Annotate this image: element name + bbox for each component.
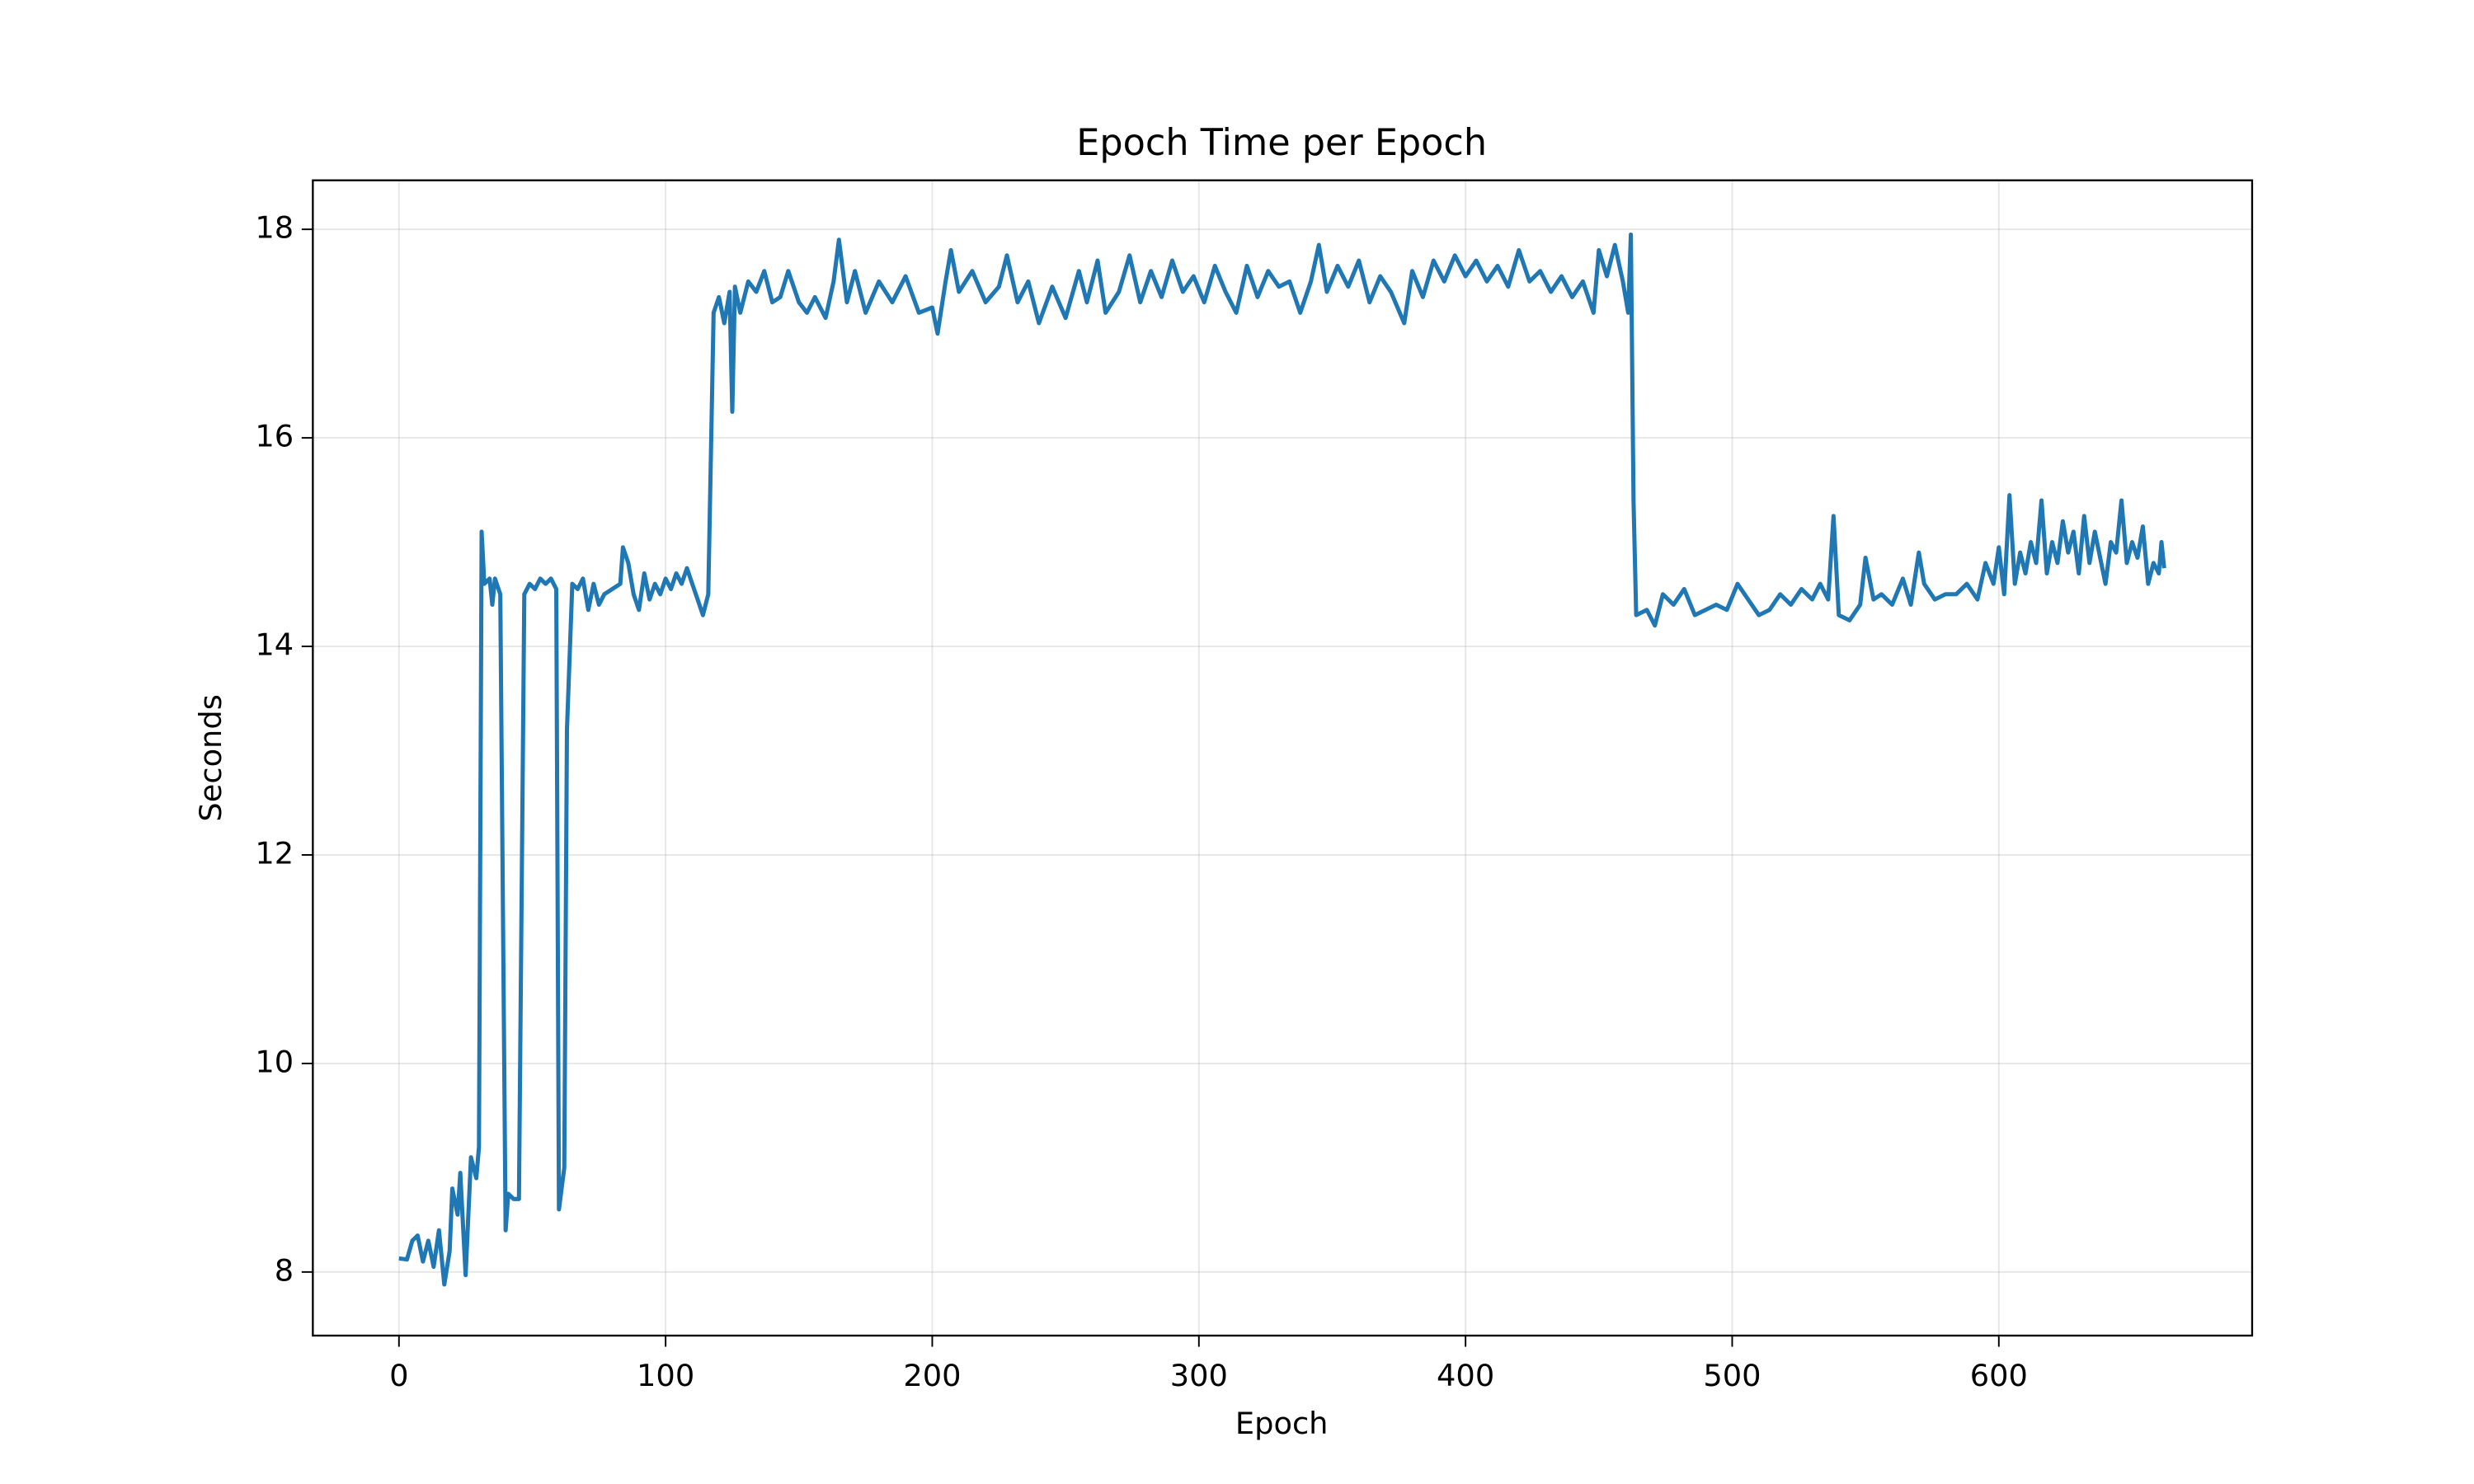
x-tick-label: 0 — [389, 1358, 408, 1393]
x-tick-label: 500 — [1703, 1358, 1761, 1393]
x-tick-label: 100 — [637, 1358, 694, 1393]
x-axis-label: Epoch — [1235, 1406, 1329, 1441]
y-tick-label: 14 — [255, 627, 294, 663]
y-tick-label: 8 — [275, 1252, 294, 1288]
y-axis-label: Seconds — [193, 694, 228, 821]
x-tick-label: 400 — [1437, 1358, 1494, 1393]
y-tick-label: 16 — [255, 419, 294, 454]
y-tick-label: 10 — [255, 1044, 294, 1079]
data-line — [398, 232, 2166, 1287]
y-tick-label: 12 — [255, 835, 294, 871]
x-tick-label: 200 — [903, 1358, 961, 1393]
y-tick-label: 18 — [255, 210, 294, 246]
plot-frame — [312, 179, 2254, 1337]
chart-title: Epoch Time per Epoch — [1076, 122, 1487, 164]
x-tick-label: 600 — [1970, 1358, 2028, 1393]
x-tick-label: 300 — [1170, 1358, 1228, 1393]
